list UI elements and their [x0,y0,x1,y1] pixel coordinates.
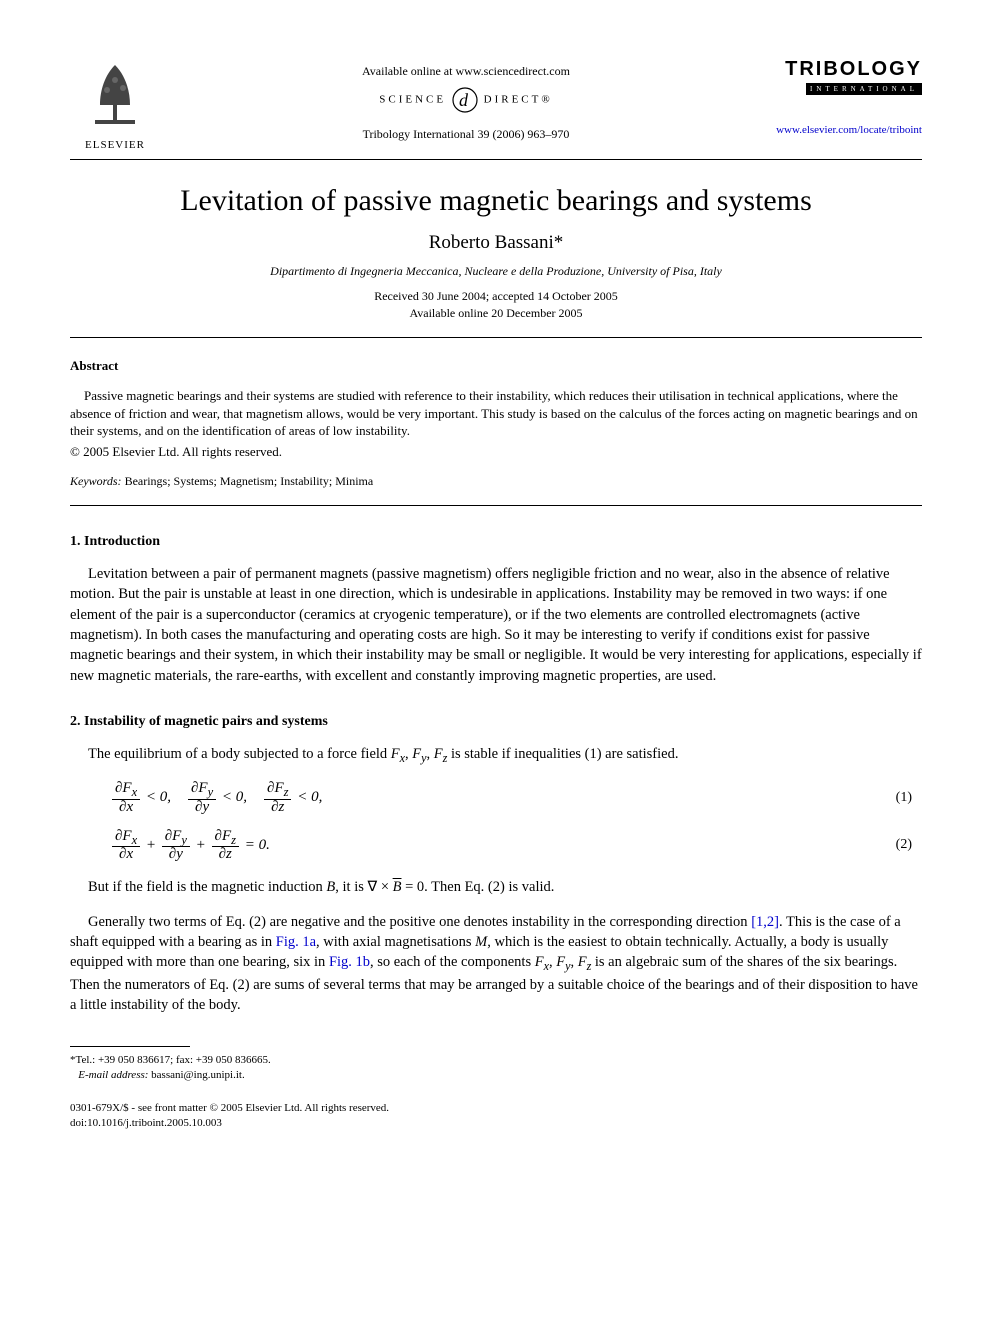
s2p3-e: , so each of the components [370,954,535,970]
front-matter: 0301-679X/$ - see front matter © 2005 El… [70,1101,922,1130]
fx2: Fx [535,954,549,970]
s2p3-a: Generally two terms of Eq. (2) are negat… [88,914,751,930]
header-center: Available online at www.sciencedirect.co… [160,60,772,142]
abstract-heading: Abstract [70,358,922,374]
journal-reference: Tribology International 39 (2006) 963–97… [160,127,772,142]
article-title: Levitation of passive magnetic bearings … [70,184,922,218]
equation-1: ∂Fx∂x < 0, ∂Fy∂y < 0, ∂Fz∂z < 0, (1) [110,781,922,815]
section-1-p1: Levitation between a pair of permanent m… [70,564,922,686]
s2p2-a: But if the field is the magnetic inducti… [88,879,326,895]
equation-2: ∂Fx∂x + ∂Fy∂y + ∂Fz∂z = 0. (2) [110,829,922,863]
s2p2-b: , it is ∇ × [335,879,392,895]
eq2-number: (2) [896,837,922,853]
author-marker: * [554,232,564,253]
eq2-body: ∂Fx∂x + ∂Fy∂y + ∂Fz∂z = 0. [110,829,896,863]
email-value: bassani@ing.unipi.it. [148,1069,244,1081]
M: M [475,934,487,950]
s2p1-b: is stable if inequalities (1) are satisf… [447,746,678,762]
eq1-number: (1) [896,790,922,806]
available-online-date: Available online 20 December 2005 [70,306,922,321]
section-2-p3: Generally two terms of Eq. (2) are negat… [70,912,922,1016]
keywords-text: Bearings; Systems; Magnetism; Instabilit… [122,474,374,488]
available-online-text: Available online at www.sciencedirect.co… [160,64,772,79]
journal-url-link[interactable]: www.elsevier.com/locate/triboint [772,124,922,136]
fy: Fy [412,746,426,762]
elsevier-tree-icon [85,60,145,130]
sciencedirect-logo: SCIENCE d DIRECT® [160,87,772,113]
received-accepted: Received 30 June 2004; accepted 14 Octob… [70,289,922,304]
author-name: Roberto Bassani* [70,232,922,254]
fz: Fz [434,746,448,762]
eq1-body: ∂Fx∂x < 0, ∂Fy∂y < 0, ∂Fz∂z < 0, [110,781,896,815]
sciencedirect-d-icon: d [452,87,478,113]
header: ELSEVIER Available online at www.science… [70,60,922,151]
s2p2-c: = 0. Then Eq. (2) is valid. [401,879,554,895]
author-text: Roberto Bassani [429,232,554,253]
abstract-top-rule [70,337,922,338]
email-label: E-mail address: [78,1069,148,1081]
sd-word2: DIRECT® [484,94,553,106]
sd-word1: SCIENCE [379,94,446,106]
fig-1b-link[interactable]: Fig. 1b [329,954,370,970]
keywords-label: Keywords: [70,474,122,488]
fy2: Fy [556,954,570,970]
B: B [326,879,335,895]
section-2-p1: The equilibrium of a body subjected to a… [70,744,922,767]
s2p3-c: , with axial magnetisations [316,934,475,950]
frontmatter-line1: 0301-679X/$ - see front matter © 2005 El… [70,1101,922,1115]
section-2-p2: But if the field is the magnetic inducti… [70,877,922,897]
frontmatter-line2: doi:10.1016/j.triboint.2005.10.003 [70,1116,922,1130]
abstract-copyright: © 2005 Elsevier Ltd. All rights reserved… [70,444,922,460]
fz2: Fz [578,954,592,970]
abstract-bottom-rule [70,505,922,506]
s2p1-a: The equilibrium of a body subjected to a… [88,746,391,762]
elsevier-label: ELSEVIER [70,139,160,151]
fx: Fx [391,746,405,762]
footnote-tel: *Tel.: +39 050 836617; fax: +39 050 8366… [70,1053,922,1068]
section-2-heading: 2. Instability of magnetic pairs and sys… [70,714,922,730]
tribology-sublabel: INTERNATIONAL [806,83,922,95]
journal-logo-block: TRIBOLOGY INTERNATIONAL www.elsevier.com… [772,60,922,136]
footnote-separator [70,1046,190,1047]
svg-text:d: d [459,90,471,110]
publisher-logo-block: ELSEVIER [70,60,160,151]
ref-1-2-link[interactable]: [1,2] [751,914,779,930]
abstract-body: Passive magnetic bearings and their syst… [70,387,922,440]
header-rule [70,159,922,160]
fig-1a-link[interactable]: Fig. 1a [276,934,316,950]
footnote-email: E-mail address: bassani@ing.unipi.it. [70,1068,922,1083]
affiliation: Dipartimento di Ingegneria Meccanica, Nu… [70,264,922,279]
keywords: Keywords: Bearings; Systems; Magnetism; … [70,474,922,489]
tribology-logo: TRIBOLOGY [772,60,922,78]
section-1-heading: 1. Introduction [70,534,922,550]
